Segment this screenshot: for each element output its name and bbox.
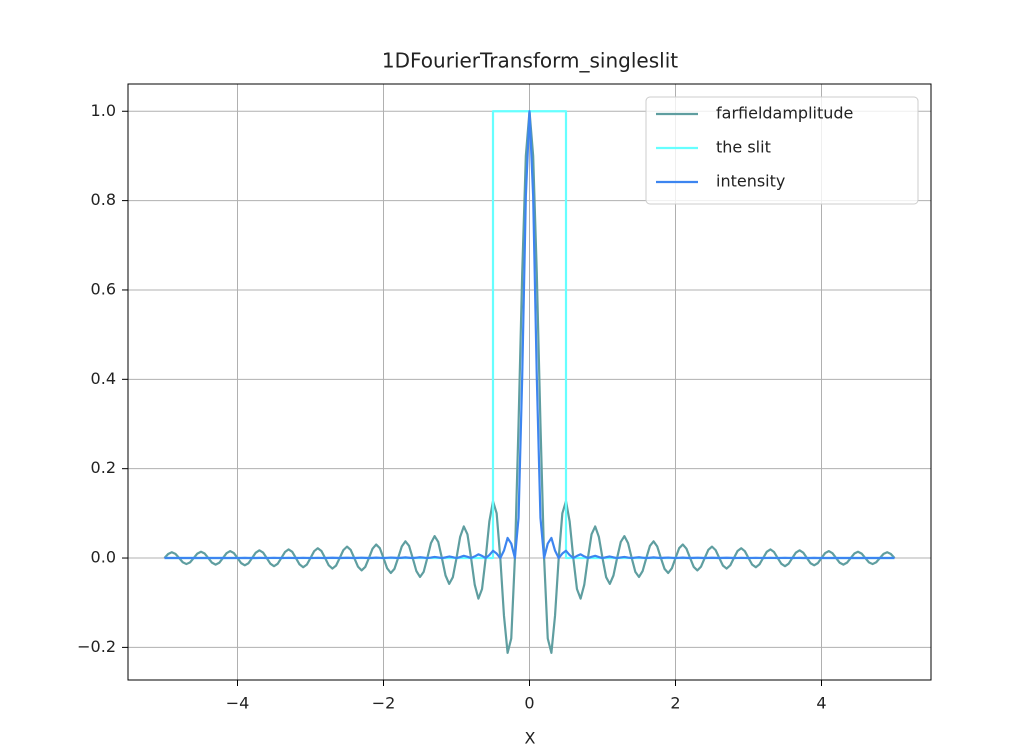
y-tick-label: 0.6 [91, 279, 116, 298]
plot-frame [127, 83, 932, 681]
y-tick-label: 0.8 [91, 190, 116, 209]
legend-box [645, 96, 919, 205]
y-tick-label: 0.2 [91, 458, 116, 477]
x-tick-label: −2 [372, 694, 396, 713]
x-axis-label: X [525, 729, 536, 748]
x-tick-label: 4 [816, 694, 826, 713]
plot-area [163, 110, 896, 654]
legend-label: intensity [716, 172, 785, 191]
legend-label: the slit [716, 138, 771, 157]
series-line [164, 110, 895, 560]
y-tick-label: 0.0 [91, 548, 116, 567]
y-tick-label: 1.0 [91, 101, 116, 120]
legend-label: farfieldamplitude [716, 104, 853, 123]
y-tick-label: −0.2 [77, 637, 116, 656]
x-tick-label: 2 [670, 694, 680, 713]
chart-title: 1DFourierTransform_singleslit [382, 49, 678, 73]
x-tick-label: 0 [524, 694, 534, 713]
y-tick-label: 0.4 [91, 369, 116, 388]
x-tick-label: −4 [226, 694, 250, 713]
